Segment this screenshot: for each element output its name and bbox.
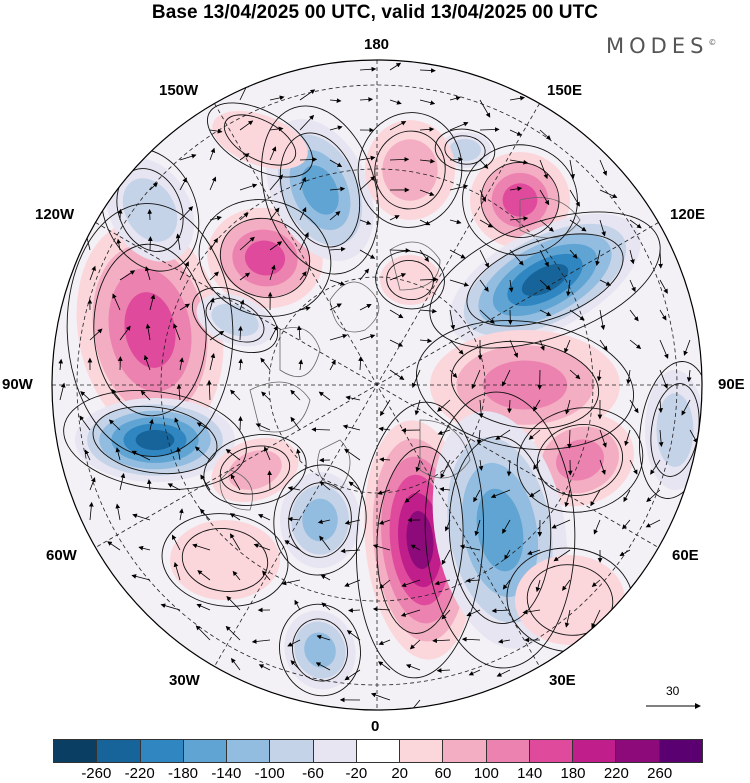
colorbar-segment xyxy=(356,740,401,762)
colorbar-segment xyxy=(529,740,574,762)
lon-label-30w: 30W xyxy=(169,672,200,689)
colorbar-segment xyxy=(183,740,228,762)
colorbar-segment xyxy=(616,740,660,762)
colorbar-segment xyxy=(97,740,141,762)
wind-vectors xyxy=(58,62,698,710)
colorbar-tick-label: 180 xyxy=(560,765,586,782)
colorbar-tick-label: -260 xyxy=(81,765,112,782)
lon-label-60e: 60E xyxy=(672,547,699,564)
colorbar-segment xyxy=(227,740,271,762)
lon-label-150w: 150W xyxy=(159,82,199,99)
colorbar-segment xyxy=(54,740,98,762)
colorbar-tick-label: 260 xyxy=(647,765,673,782)
colorbar-segment xyxy=(313,740,357,762)
colorbar xyxy=(53,739,703,763)
colorbar-segment xyxy=(486,740,530,762)
colorbar-tick-label: -180 xyxy=(167,765,199,782)
colorbar-segment xyxy=(270,740,314,762)
lon-label-120e: 120E xyxy=(670,206,706,223)
colorbar-tick-label: 60 xyxy=(434,765,452,782)
lon-label-120w: 120W xyxy=(35,206,75,223)
colorbar-tick-label: 20 xyxy=(391,765,408,782)
colorbar-tick-label: -220 xyxy=(124,765,155,782)
colorbar-tick-label: 100 xyxy=(473,765,499,782)
colorbar-tick-label: -20 xyxy=(345,765,368,782)
contour-lines xyxy=(63,102,702,697)
colorbar-tick-label: 140 xyxy=(517,765,543,782)
colorbar-segment xyxy=(659,740,702,762)
colorbar-segment xyxy=(443,740,487,762)
colorbar-segment xyxy=(400,740,444,762)
colorbar-tick-label: -60 xyxy=(302,765,324,782)
colorbar-tick-label: -100 xyxy=(254,765,285,782)
colorbar-segment xyxy=(573,740,617,762)
lon-label-90w: 90W xyxy=(2,376,33,393)
lon-label-0: 0 xyxy=(371,718,380,735)
colorbar-segment xyxy=(140,740,184,762)
lon-label-150e: 150E xyxy=(547,82,583,99)
lon-label-30e: 30E xyxy=(549,672,576,689)
colorbar-tick-label: -140 xyxy=(211,765,242,782)
lon-label-90e: 90E xyxy=(718,376,745,393)
polar-map xyxy=(51,59,703,711)
lon-label-60w: 60W xyxy=(46,547,77,564)
graticule xyxy=(52,60,702,710)
brand-logo: MODES© xyxy=(606,34,717,58)
wind-reference-label: 30 xyxy=(666,684,680,698)
lon-label-180: 180 xyxy=(364,36,390,53)
colorbar-tick-label: 220 xyxy=(603,765,629,782)
chart-title: Base 13/04/2025 00 UTC, valid 13/04/2025… xyxy=(151,2,599,23)
